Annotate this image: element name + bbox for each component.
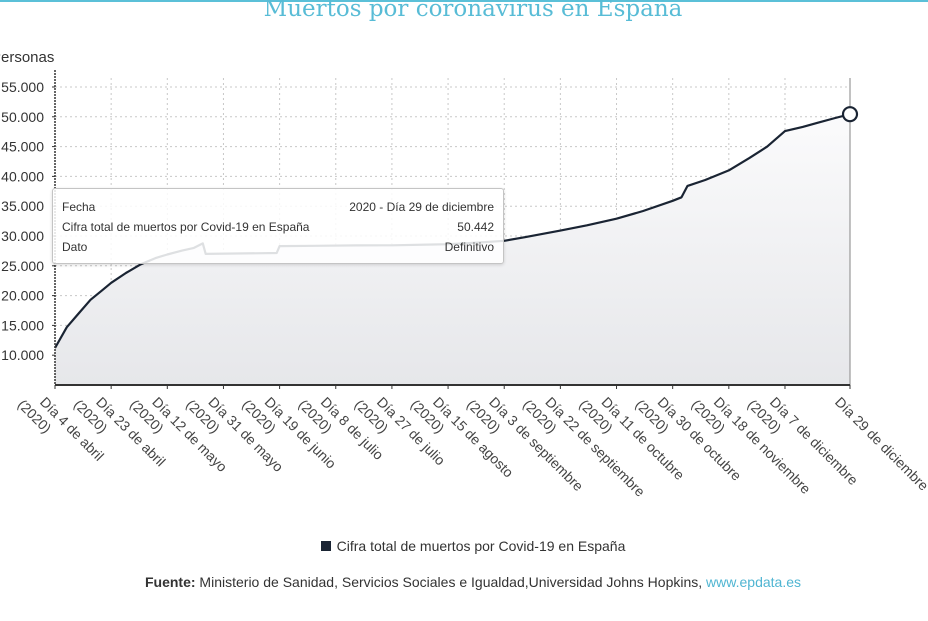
y-tick-label: 30.000	[1, 228, 44, 244]
x-tick-label: Día 4 de abril(2020)	[15, 384, 107, 476]
source-note: Fuente: Ministerio de Sanidad, Servicios…	[0, 574, 928, 590]
y-tick-label: 20.000	[1, 288, 44, 304]
top-accent-line	[0, 0, 928, 2]
tooltip: Fecha 2020 - Día 29 de diciembre Cifra t…	[52, 188, 504, 264]
chart-title: Muertos por coronavirus en España	[263, 0, 683, 22]
tooltip-row-dato: Dato Definitivo	[62, 240, 494, 254]
y-tick-label: 50.000	[1, 109, 44, 125]
source-text: Ministerio de Sanidad, Servicios Sociale…	[195, 574, 707, 590]
y-tick-label: 55.000	[1, 79, 44, 95]
tooltip-value: Definitivo	[444, 240, 494, 254]
y-tick-label: 15.000	[1, 317, 44, 333]
source-link[interactable]: www.epdata.es	[706, 574, 801, 590]
y-tick-label: 35.000	[1, 198, 44, 214]
tooltip-row-fecha: Fecha 2020 - Día 29 de diciembre	[62, 200, 494, 214]
tooltip-label: Cifra total de muertos por Covid-19 en E…	[62, 220, 310, 234]
legend-label: Cifra total de muertos por Covid-19 en E…	[336, 538, 626, 554]
y-tick-label: 25.000	[1, 258, 44, 274]
tooltip-value: 50.442	[457, 220, 494, 234]
y-tick-label: 45.000	[1, 139, 44, 155]
legend-swatch	[320, 541, 331, 551]
y-tick-label: 10.000	[1, 347, 44, 363]
y-axis-label: Personas	[0, 49, 54, 66]
tooltip-row-cifra: Cifra total de muertos por Covid-19 en E…	[62, 220, 494, 234]
y-tick-label: 40.000	[1, 168, 44, 184]
tooltip-label: Dato	[62, 240, 88, 254]
tooltip-value: 2020 - Día 29 de diciembre	[349, 200, 494, 214]
source-prefix: Fuente:	[144, 574, 196, 590]
legend-item[interactable]: Cifra total de muertos por Covid-19 en E…	[0, 538, 928, 554]
tooltip-label: Fecha	[62, 200, 96, 214]
highlight-marker	[841, 106, 859, 123]
